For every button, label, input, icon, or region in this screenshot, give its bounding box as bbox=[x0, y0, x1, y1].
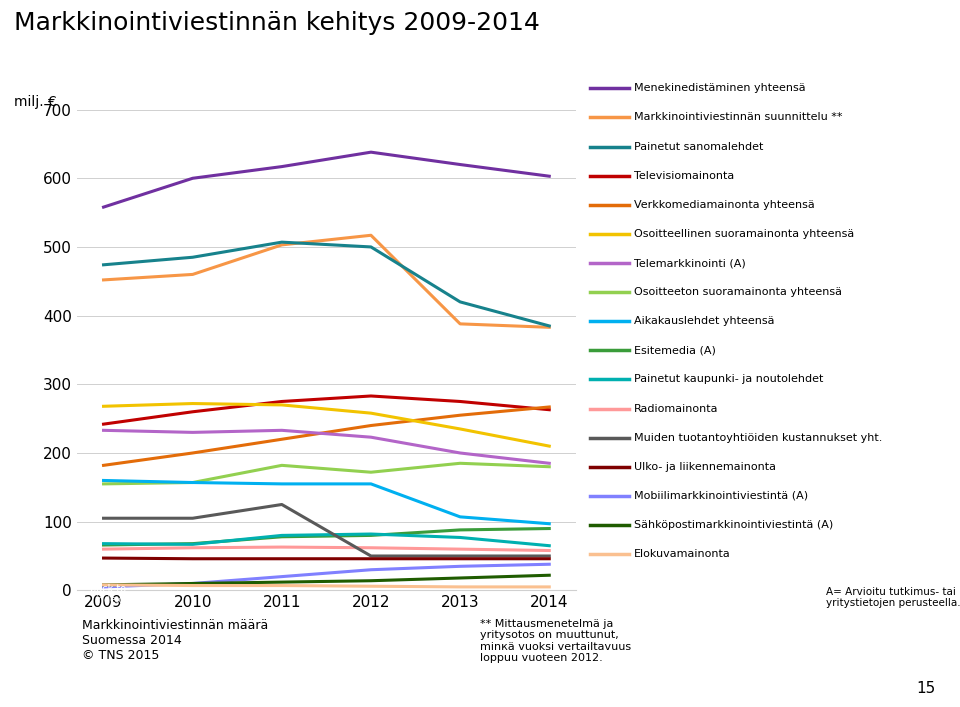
Text: Radiomainonta: Radiomainonta bbox=[634, 404, 718, 414]
Text: Elokuvamainonta: Elokuvamainonta bbox=[634, 549, 731, 559]
Text: TNS: TNS bbox=[12, 654, 60, 674]
Text: Ulko- ja liikennemainonta: Ulko- ja liikennemainonta bbox=[634, 462, 776, 472]
Text: Osoitteellinen suoramainonta yhteensä: Osoitteellinen suoramainonta yhteensä bbox=[634, 229, 853, 239]
Text: A= Arvioitu tutkimus- tai
yritystietojen perusteella.: A= Arvioitu tutkimus- tai yritystietojen… bbox=[826, 587, 960, 609]
Text: Aikakauslehdet yhteensä: Aikakauslehdet yhteensä bbox=[634, 316, 774, 326]
Text: ** Mittausmenetelmä ja
yritysotos on muuttunut,
minкä vuoksi vertailtavuus
loppu: ** Mittausmenetelmä ja yritysotos on muu… bbox=[480, 619, 631, 663]
Text: Muiden tuotantoyhtiöiden kustannukset yht.: Muiden tuotantoyhtiöiden kustannukset yh… bbox=[634, 433, 882, 443]
Text: Esitemedia (A): Esitemedia (A) bbox=[634, 346, 715, 356]
Text: Markkinointiviestinnän kehitys 2009-2014: Markkinointiviestinnän kehitys 2009-2014 bbox=[14, 11, 540, 35]
Text: Painetut sanomalehdet: Painetut sanomalehdet bbox=[634, 141, 763, 151]
Text: milj. €: milj. € bbox=[14, 95, 58, 110]
Text: 15: 15 bbox=[917, 682, 936, 696]
Text: Osoitteeton suoramainonta yhteensä: Osoitteeton suoramainonta yhteensä bbox=[634, 287, 842, 297]
Text: back to
index: back to index bbox=[90, 584, 126, 605]
Text: Verkkomediamainonta yhteensä: Verkkomediamainonta yhteensä bbox=[634, 200, 814, 210]
Text: Mobiilimarkkinointiviestintä (A): Mobiilimarkkinointiviestintä (A) bbox=[634, 491, 807, 501]
Text: Markkinointiviestinnän määrä
Suomessa 2014
© TNS 2015: Markkinointiviestinnän määrä Suomessa 20… bbox=[82, 619, 268, 662]
Text: Sähköpostimarkkinointiviestintä (A): Sähköpostimarkkinointiviestintä (A) bbox=[634, 520, 833, 530]
Text: Painetut kaupunki- ja noutolehdet: Painetut kaupunki- ja noutolehdet bbox=[634, 375, 823, 385]
Text: Telemarkkinointi (A): Telemarkkinointi (A) bbox=[634, 258, 745, 268]
Text: Televisiomainonta: Televisiomainonta bbox=[634, 170, 733, 181]
Text: Menekinedistäminen yhteensä: Menekinedistäminen yhteensä bbox=[634, 83, 805, 93]
Text: Markkinointiviestinnän suunnittelu **: Markkinointiviestinnän suunnittelu ** bbox=[634, 112, 842, 122]
